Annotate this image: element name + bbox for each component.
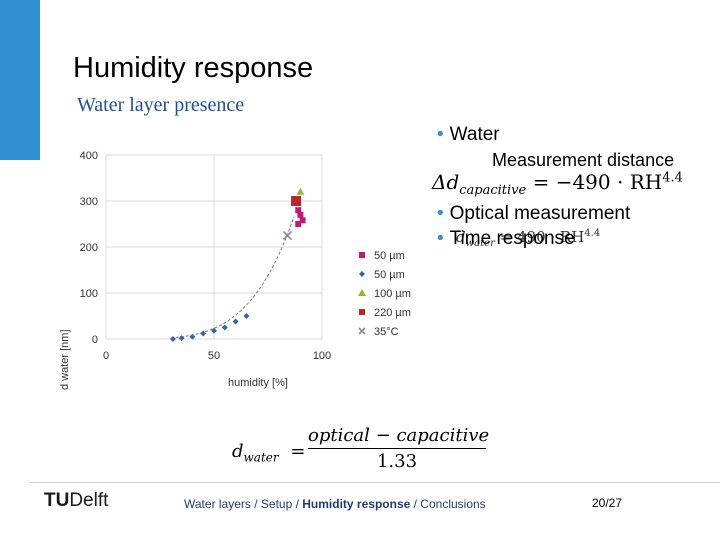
data-point xyxy=(282,230,293,241)
chart-grid xyxy=(105,154,323,340)
data-point xyxy=(295,207,302,214)
slide-subtitle: Water layer presence xyxy=(77,94,245,116)
data-point xyxy=(358,289,366,296)
y-tick-label: 100 xyxy=(80,288,98,300)
legend-label: 50 µm xyxy=(374,250,405,262)
data-point xyxy=(232,318,239,325)
bullet-measurement-distance: Measurement distance xyxy=(492,150,675,170)
bullet-optical: • Optical measurement xyxy=(437,203,630,225)
y-tick-label: 400 xyxy=(80,150,98,162)
eq-bottom-sub: water xyxy=(243,450,279,465)
data-point xyxy=(296,187,305,195)
data-point xyxy=(211,327,217,334)
legend-label: 100 µm xyxy=(374,288,411,300)
x-tick-label: 100 xyxy=(313,350,331,362)
data-point xyxy=(359,309,365,315)
eq-water-lhs: d xyxy=(456,228,466,246)
logo-tu: TU xyxy=(44,490,70,511)
footer-separator xyxy=(30,482,720,483)
logo-delft: Delft xyxy=(69,490,109,511)
data-point xyxy=(358,327,366,335)
data-point xyxy=(359,252,365,258)
data-point xyxy=(295,221,302,227)
equation-water: dwater = 490 · RH4.4 xyxy=(456,228,600,249)
x-axis-label: humidity [%] xyxy=(228,377,288,389)
equation-capacitive: Δdcapacitive = −490 · RH4.4 xyxy=(432,170,683,198)
eq-bottom-numerator: optical − capacitive xyxy=(308,425,490,446)
fit-line xyxy=(170,216,295,339)
legend-label: 35°C xyxy=(374,326,399,338)
legend-label: 220 µm xyxy=(374,307,411,319)
breadcrumb-before: Water layers / Setup / xyxy=(184,497,303,511)
bullet-water-text: Water xyxy=(449,124,500,145)
chart-legend: 50 µm 50 µm 100 µm 220 µm 35°C xyxy=(358,250,411,338)
bullet-dot: • xyxy=(437,203,444,224)
eq-bottom-lhs: d xyxy=(232,441,244,462)
bullet-dot: • xyxy=(437,228,444,249)
data-point xyxy=(169,336,176,342)
fit-curve xyxy=(170,216,295,339)
humidity-chart: 0 100 200 300 400 0 50 100 humidity [%] d water… xyxy=(59,150,411,390)
y-axis-label: d water [nm] xyxy=(59,329,71,390)
breadcrumb-after: / Conclusions xyxy=(410,497,486,511)
data-point xyxy=(243,313,250,319)
footer-breadcrumb: Water layers / Setup / Humidity response… xyxy=(184,497,486,511)
x-tick-label: 50 xyxy=(208,350,220,362)
page-number: 20/27 xyxy=(592,496,623,510)
bullet-water: • Water xyxy=(437,124,500,146)
data-point xyxy=(291,196,302,206)
data-point xyxy=(189,333,196,340)
eq-cap-lhs: Δd xyxy=(432,170,460,194)
y-tick-label: 0 xyxy=(92,334,98,346)
eq-bottom-equals: = xyxy=(290,441,306,462)
tick-labels: 0 100 200 300 400 0 50 100 xyxy=(80,150,332,362)
eq-cap-exp: 4.4 xyxy=(662,170,683,186)
data-point xyxy=(297,211,304,218)
eq-water-rhs: = 490 · RH xyxy=(499,228,585,246)
eq-cap-sub: capacitive xyxy=(459,183,527,198)
data-point xyxy=(359,271,365,277)
bullet-time-text: Time response xyxy=(449,228,575,249)
eq-water-sub: water xyxy=(465,238,495,249)
eq-cap-rhs: = −490 · RH xyxy=(532,170,663,194)
data-point xyxy=(299,217,306,224)
x-tick-label: 0 xyxy=(103,350,109,362)
breadcrumb-current: Humidity response xyxy=(302,497,411,511)
y-tick-label: 200 xyxy=(80,242,98,254)
fraction-bar xyxy=(308,448,486,449)
data-point xyxy=(178,335,185,342)
data-points xyxy=(169,187,306,342)
data-point xyxy=(200,330,207,337)
bullet-time-response: • Time response xyxy=(437,228,575,250)
data-point xyxy=(221,324,228,331)
eq-bottom-denominator: 1.33 xyxy=(376,451,418,472)
accent-bar xyxy=(0,0,40,160)
slide-title: Humidity response xyxy=(73,52,314,84)
bullet-optical-text: Optical measurement xyxy=(449,203,631,224)
bullet-dot: • xyxy=(437,124,444,145)
legend-label: 50 µm xyxy=(374,269,405,281)
y-tick-label: 300 xyxy=(80,196,98,208)
tudelft-logo: TUDelft xyxy=(44,490,108,512)
eq-water-exp: 4.4 xyxy=(584,228,601,239)
